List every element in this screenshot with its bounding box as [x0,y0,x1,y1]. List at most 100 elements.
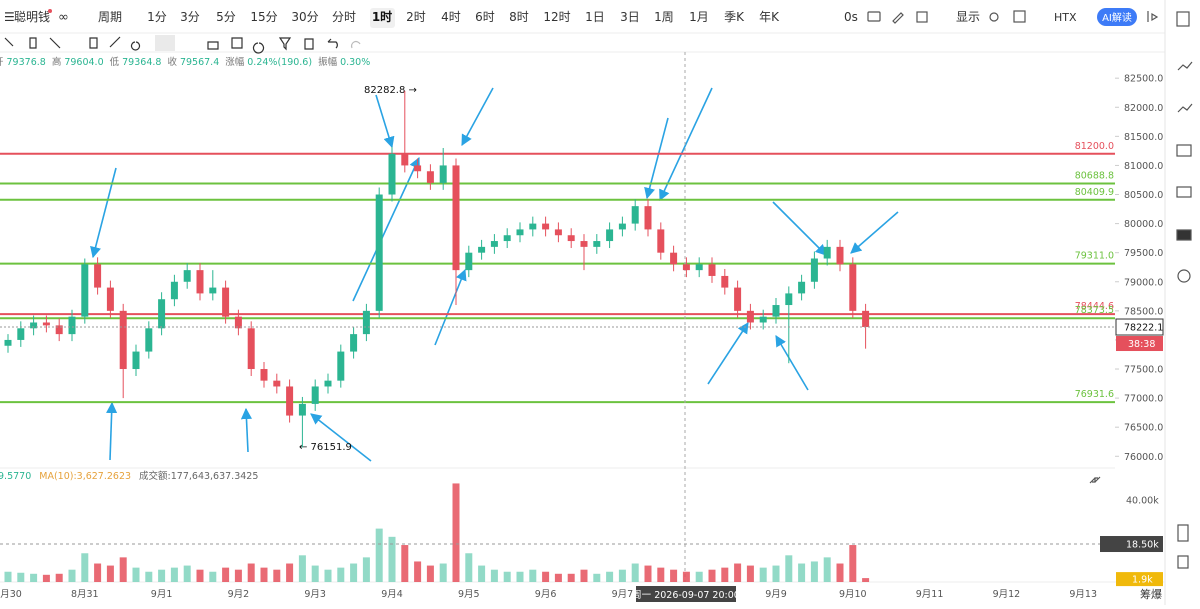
volume-bar [670,569,678,582]
interval[interactable]: 1时 [372,9,392,24]
info-label: 涨幅 [225,56,245,68]
interval[interactable]: 年K [759,10,780,24]
candle-body [810,258,818,282]
y-tick-label: 79000.0 [1124,277,1163,288]
candle-body [234,316,242,329]
exchange[interactable]: HTX [1054,11,1077,24]
volume-bar [222,567,230,582]
x-tick-label: 9月11 [916,589,944,600]
candle-body [439,165,447,183]
interval[interactable]: 5分 [216,10,236,24]
crosshair-time: 周一 2026-09-07 20:00 [632,590,740,601]
countdown-box [1116,336,1163,352]
crosshair-time-box [636,586,736,602]
y-tick-label: 76000.0 [1124,452,1163,463]
timer[interactable]: 0s [844,10,858,24]
last-price-box [1115,318,1164,336]
candle-body [145,328,153,352]
volume-bar [823,557,831,582]
candle-body [362,310,370,335]
candle-body [94,264,102,288]
annotation: ← 76151.9 [299,442,352,453]
info-value: 79364.8 [122,57,161,68]
ai-button-bg[interactable] [1097,8,1137,26]
volume-bar [567,573,575,582]
candle-body [695,264,703,271]
volume-bar [247,563,255,582]
candle-body [670,252,678,265]
price-level-label: 80409.9 [1075,187,1114,198]
link-icon[interactable]: ∞ [58,10,69,25]
interval[interactable]: 1日 [585,10,605,24]
volume-bar [721,567,729,582]
volume-bar [260,567,268,582]
volume-bar [183,565,191,582]
display-toggle[interactable]: 显示 [956,10,980,24]
volume-bar [55,573,63,582]
info-value: 79604.0 [64,57,103,68]
volume-bar [158,569,166,582]
candle-body [55,325,63,335]
interval[interactable]: 15分 [250,10,277,24]
candle-body [759,316,767,323]
interval[interactable]: 季K [724,10,745,24]
volume-bar [529,569,537,582]
candle-body [81,264,89,317]
ai-button[interactable]: AI解读 [1102,11,1132,24]
y-tick-label: 79500.0 [1124,248,1163,259]
side-tab[interactable]: 爆 [1151,587,1162,601]
interval[interactable]: 3分 [180,10,200,24]
candle-body [631,206,639,224]
x-tick-label: 9月12 [993,589,1021,600]
volume-bar [426,565,434,582]
volume-info: 成交额:177,643,637.3425 [139,470,258,482]
volume-bar [414,561,422,582]
interval[interactable]: 4时 [441,10,461,24]
side-tab[interactable]: 筹 [1140,587,1151,601]
interval[interactable]: 1周 [654,10,674,24]
y-tick-label: 82000.0 [1124,103,1163,114]
interval[interactable]: 12时 [543,10,570,24]
candle-body [42,322,50,326]
interval[interactable]: 1月 [689,10,709,24]
interval[interactable]: 30分 [291,10,318,24]
interval[interactable]: 分时 [332,10,356,24]
interval[interactable]: 3日 [620,10,640,24]
candle-body [503,235,511,242]
app-name[interactable]: 聪明钱 [14,9,50,24]
volume-bar [196,569,204,582]
y-tick-label: 82500.0 [1124,74,1163,85]
candle-body [644,206,652,230]
candle-body [798,281,806,294]
x-tick-label: 9月1 [151,589,173,600]
volume-bar [516,571,524,582]
volume-bar [478,565,486,582]
interval[interactable]: 1分 [147,10,167,24]
volume-bar [234,569,242,582]
candle-body [708,264,716,276]
volume-bar [106,565,114,582]
countdown: 38:38 [1128,339,1155,350]
volume-crosshair-label: 18.50k [1126,540,1159,551]
x-tick-label: 8月31 [71,589,99,600]
app-icon: ☰ [4,10,15,24]
volume-bar [209,571,217,582]
candle-body [746,310,754,323]
x-tick-label: 9月9 [765,589,787,600]
candle-body [836,246,844,265]
volume-bar [465,553,473,582]
interval[interactable]: 8时 [509,10,529,24]
price-level-label: 78444.6 [1075,301,1114,312]
interval[interactable]: 2时 [406,10,426,24]
interval[interactable]: 6时 [475,10,495,24]
volume-bar [119,557,127,582]
candle-body [606,229,614,242]
annotation: 82282.8 → [364,85,417,96]
price-level-label: 80688.8 [1075,171,1114,182]
period-label[interactable]: 周期 [98,10,122,24]
volume-bar [362,557,370,582]
y-tick-label: 81500.0 [1124,132,1163,143]
volume-info: MA(10):3,627.2623 [39,471,131,482]
volume-bar [273,569,281,582]
